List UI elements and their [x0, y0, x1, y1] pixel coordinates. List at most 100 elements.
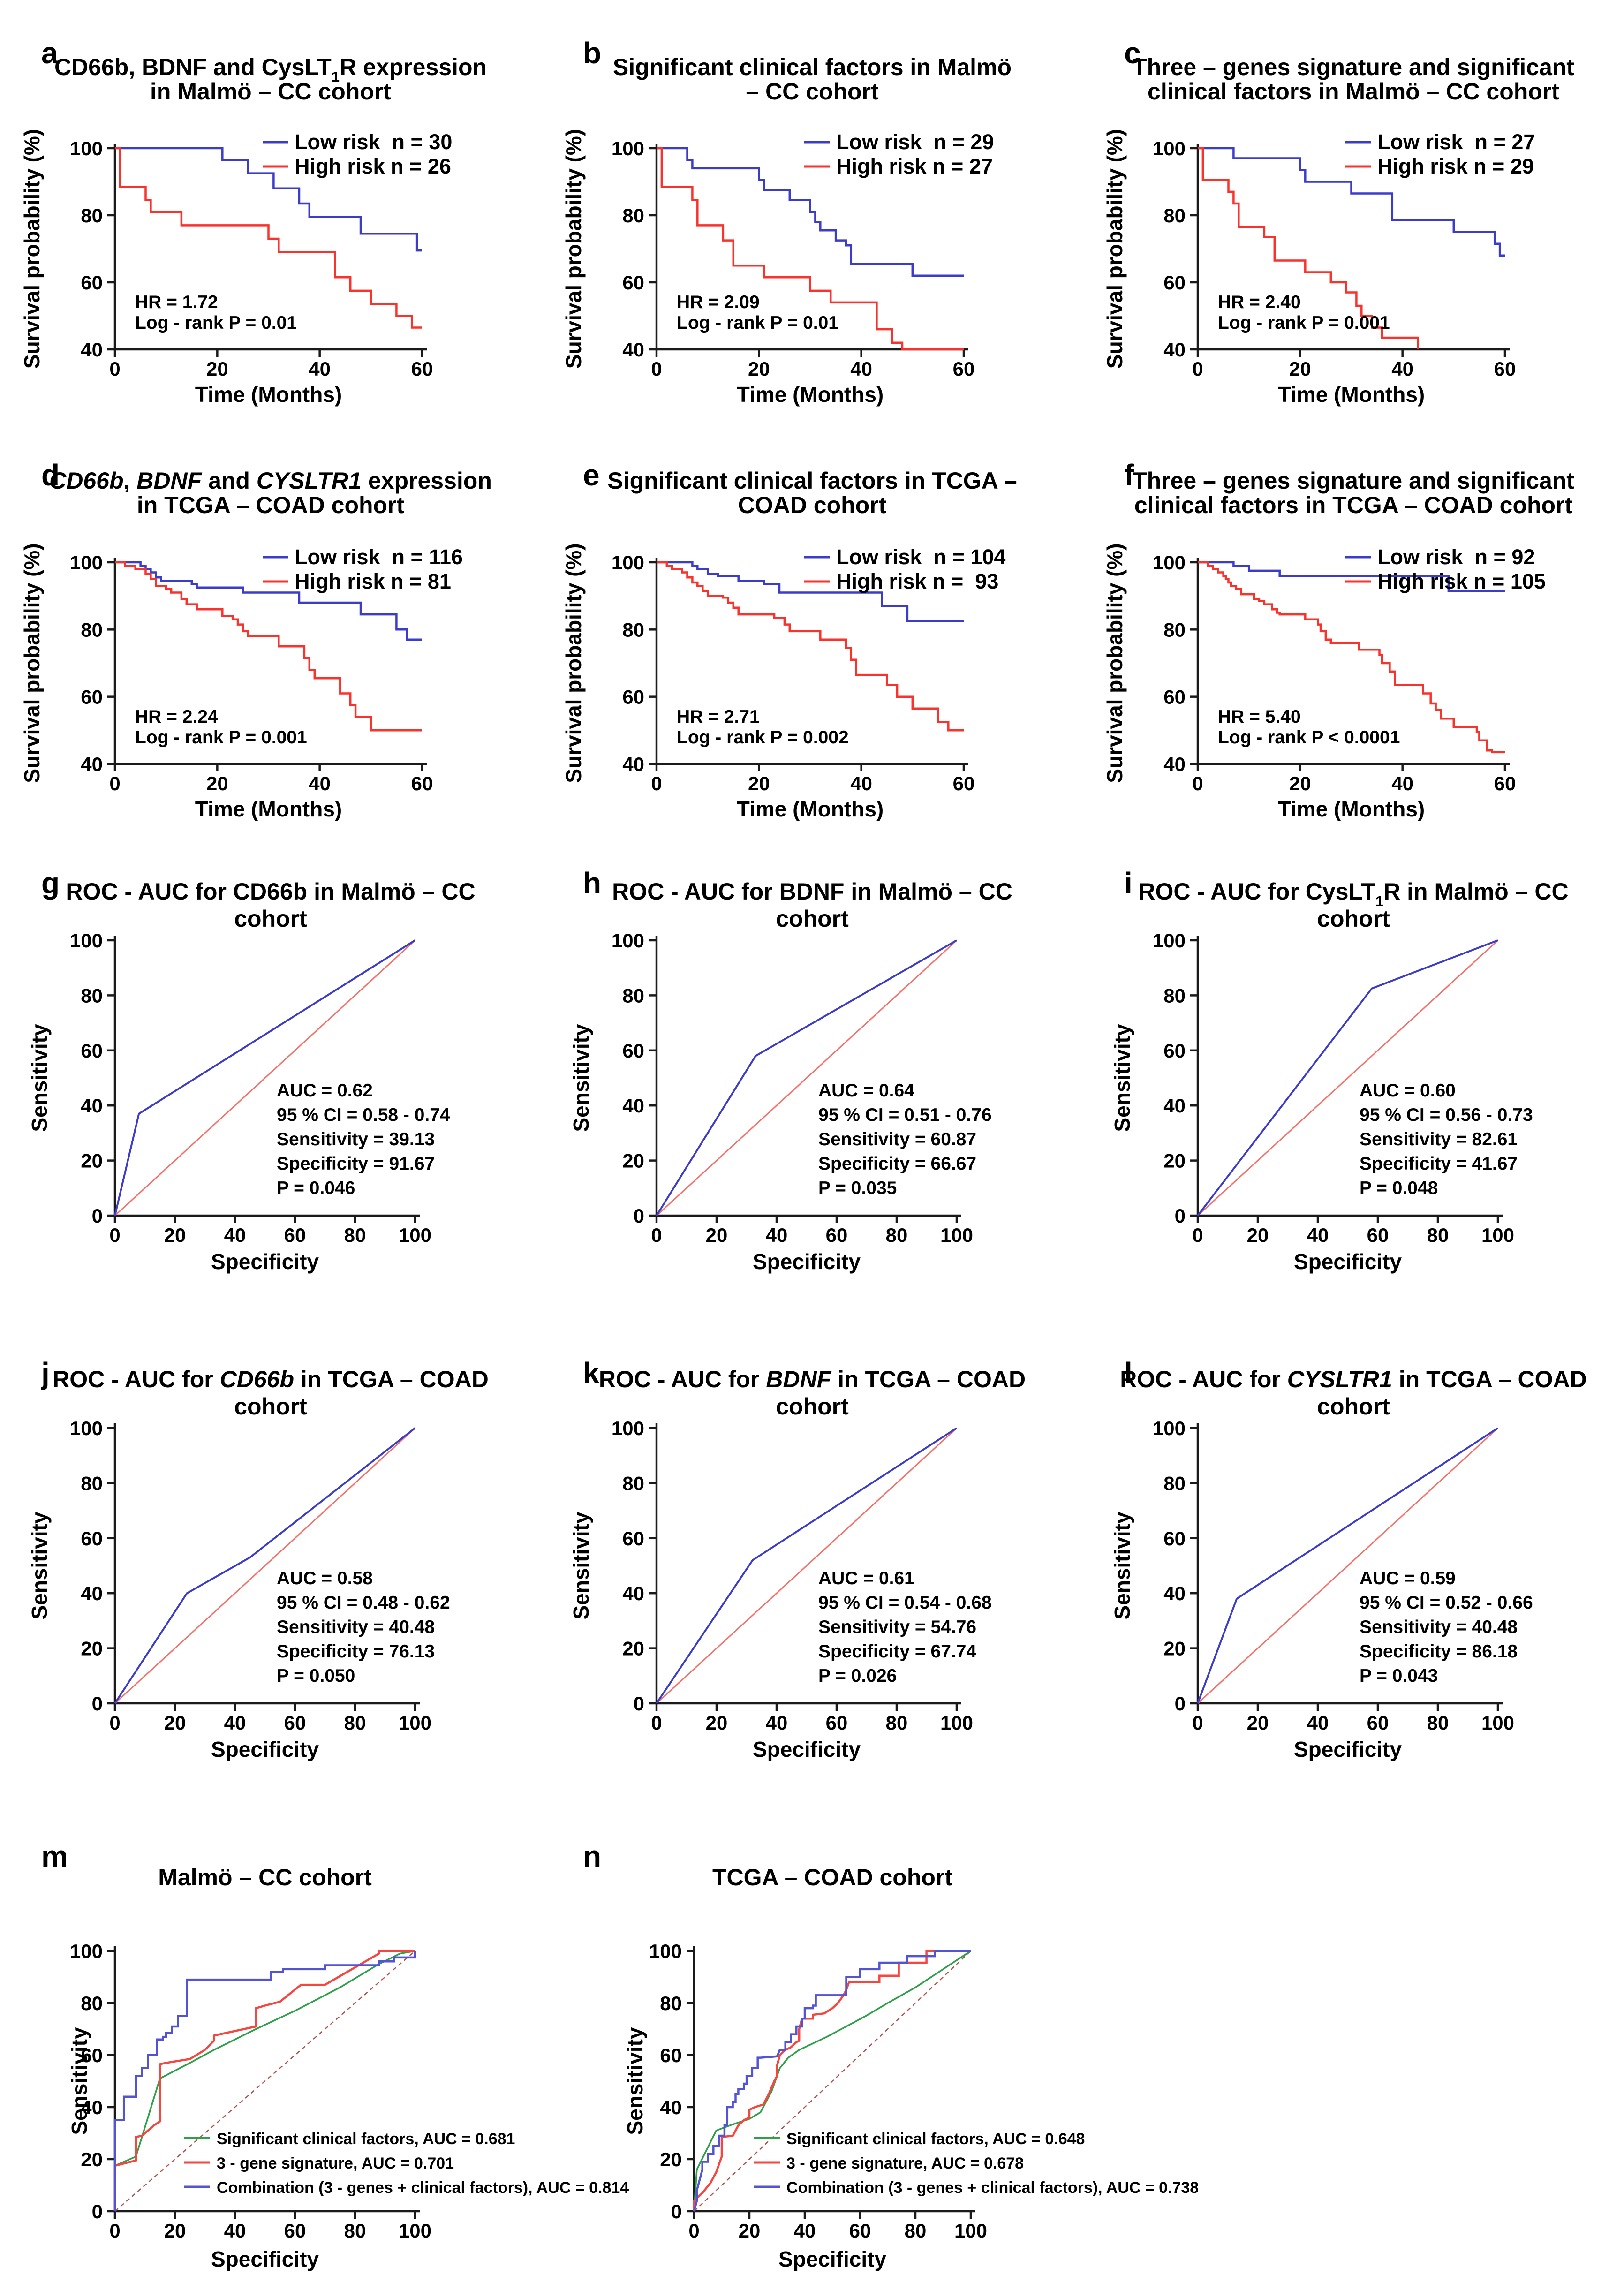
panel-title: ROC - AUC for CYSLTR1 in TCGA – COAD — [1120, 1366, 1586, 1392]
x-tick-label: 40 — [1391, 358, 1413, 380]
panel-title: ROC - AUC for BDNF in Malmö – CC — [612, 878, 1012, 905]
y-tick-label: 20 — [622, 1638, 644, 1660]
y-tick-label: 40 — [1163, 1095, 1186, 1117]
title-segment: CD66b — [49, 468, 123, 494]
y-tick-label: 60 — [660, 2044, 682, 2066]
panel-title: Three – genes signature and significant — [1133, 468, 1574, 494]
x-tick-label: 60 — [1367, 1712, 1389, 1734]
title-segment: BDNF — [136, 468, 202, 494]
panel-title: ROC - AUC for CysLT1R in Malmö – CC — [1138, 878, 1568, 909]
x-tick-label: 40 — [1391, 772, 1413, 794]
legend-label: Low risk n = 104 — [836, 545, 1005, 569]
stats-line: HR = 2.40 — [1218, 292, 1301, 312]
y-tick-label: 60 — [1163, 272, 1186, 294]
legend-label: High risk n = 29 — [1377, 154, 1534, 178]
y-axis-label: Survival probability (%) — [1103, 543, 1127, 783]
x-tick-label: 80 — [1427, 1712, 1449, 1734]
title-segment: in TCGA – COAD — [1392, 1366, 1587, 1392]
y-tick-label: 0 — [671, 2200, 682, 2223]
x-tick-label: 40 — [850, 772, 872, 794]
y-tick-label: 60 — [81, 1527, 103, 1550]
y-tick-label: 40 — [81, 2096, 103, 2118]
stats-line: Log - rank P = 0.001 — [1218, 313, 1390, 333]
panel-letter-i: i — [1124, 866, 1133, 900]
legend-label: Low risk n = 27 — [1377, 130, 1535, 154]
stats-line: AUC = 0.64 — [818, 1081, 914, 1101]
panel-svg-m: m Malmö – CC cohort 0 20 40 60 80 100 0 20 40 60 80 1… — [41, 1839, 629, 2271]
y-tick-label: 40 — [1163, 753, 1186, 775]
panel-title: Significant clinical factors in TCGA – — [607, 468, 1017, 494]
panel-title: ROC - AUC for CD66b in Malmö – CC — [66, 878, 475, 905]
legend-label: Significant clinical factors, AUC = 0.64… — [786, 2130, 1085, 2148]
title-segment: cohort — [1317, 1393, 1390, 1420]
x-tick-label: 80 — [344, 1712, 366, 1734]
y-tick-label: 80 — [81, 984, 103, 1006]
y-tick-label: 80 — [622, 1472, 644, 1494]
legend-label: High risk n = 26 — [295, 154, 451, 178]
y-tick-label: 0 — [634, 1205, 644, 1227]
y-tick-label: 80 — [81, 1472, 103, 1494]
km-curve-low-risk — [1198, 147, 1505, 257]
x-tick-label: 40 — [224, 2220, 246, 2242]
title-segment: cohort — [1317, 906, 1390, 932]
y-tick-label: 80 — [660, 1992, 682, 2014]
curve-3-gene-signature — [113, 1950, 415, 2211]
stats-line: HR = 2.71 — [677, 707, 760, 727]
y-tick-label: 40 — [622, 339, 644, 361]
x-tick-label: 60 — [849, 2220, 871, 2242]
roc-curve — [114, 1427, 416, 1704]
x-tick-label: 40 — [766, 1224, 788, 1246]
y-axis-label: Survival probability (%) — [561, 129, 586, 369]
panel-title: cohort — [234, 906, 307, 932]
km-curve-high-risk — [1198, 561, 1505, 754]
x-tick-label: 40 — [309, 772, 331, 794]
x-tick-label: 0 — [651, 358, 662, 380]
x-tick-label: 20 — [1289, 358, 1311, 380]
y-tick-label: 100 — [1153, 552, 1186, 574]
y-tick-label: 100 — [70, 1940, 103, 1962]
stats-line: P = 0.046 — [277, 1178, 355, 1198]
x-tick-label: 20 — [1247, 1224, 1269, 1246]
x-tick-label: 20 — [164, 2220, 186, 2242]
diagonal-reference-line — [656, 939, 958, 1217]
x-tick-label: 60 — [1494, 358, 1516, 380]
panel-title: CD66b, BDNF and CYSLTR1 expression — [49, 468, 492, 494]
y-axis-label: Sensitivity — [569, 1024, 593, 1132]
title-segment: in TCGA – COAD — [831, 1366, 1026, 1392]
legend-label: High risk n = 93 — [836, 569, 998, 593]
panel-title: Significant clinical factors in Malmö — [613, 54, 1012, 80]
panel-svg-n: n TCGA – COAD cohort 0 20 40 60 80 100 0 20 40 60 80… — [583, 1839, 1199, 2271]
title-segment: CD66b — [220, 1366, 294, 1392]
y-tick-label: 60 — [1163, 1527, 1186, 1550]
y-tick-label: 100 — [70, 1417, 103, 1439]
x-tick-label: 80 — [905, 2220, 927, 2242]
panel-svg-j: j ROC - AUC for CD66b in TCGA – COADcohor… — [27, 1356, 489, 1761]
title-segment: 1 — [1375, 893, 1383, 909]
panel-title: ROC - AUC for BDNF in TCGA – COAD — [599, 1366, 1026, 1392]
y-tick-label: 40 — [81, 339, 103, 361]
panel-title: in TCGA – COAD cohort — [137, 492, 405, 518]
x-axis-label: Time (Months) — [195, 382, 342, 407]
panel-title: TCGA – COAD cohort — [712, 1864, 952, 1890]
x-tick-label: 40 — [224, 1712, 246, 1734]
panel-d: d CD66b, BDNF and CYSLTR1 expression in TC… — [0, 427, 541, 863]
km-curve-low-risk — [1198, 561, 1505, 592]
panel-a: a CD66b, BDNF and CysLT1R expression in Ma… — [0, 0, 541, 427]
panel-title: cohort — [1317, 906, 1390, 932]
x-tick-label: 100 — [399, 1712, 431, 1734]
y-tick-label: 80 — [622, 204, 644, 227]
stats-line: HR = 5.40 — [1218, 707, 1301, 727]
legend-label: Low risk n = 29 — [836, 130, 994, 154]
y-axis-label: Sensitivity — [27, 1512, 52, 1620]
x-tick-label: 60 — [1367, 1224, 1389, 1246]
y-tick-label: 40 — [622, 1582, 644, 1604]
panel-letter-f: f — [1124, 458, 1134, 492]
curve-combination — [113, 1951, 416, 2211]
legend-label: Low risk n = 30 — [295, 130, 452, 154]
y-tick-label: 80 — [1163, 984, 1186, 1006]
panel-letter-c: c — [1124, 36, 1141, 70]
y-tick-label: 60 — [622, 272, 644, 294]
